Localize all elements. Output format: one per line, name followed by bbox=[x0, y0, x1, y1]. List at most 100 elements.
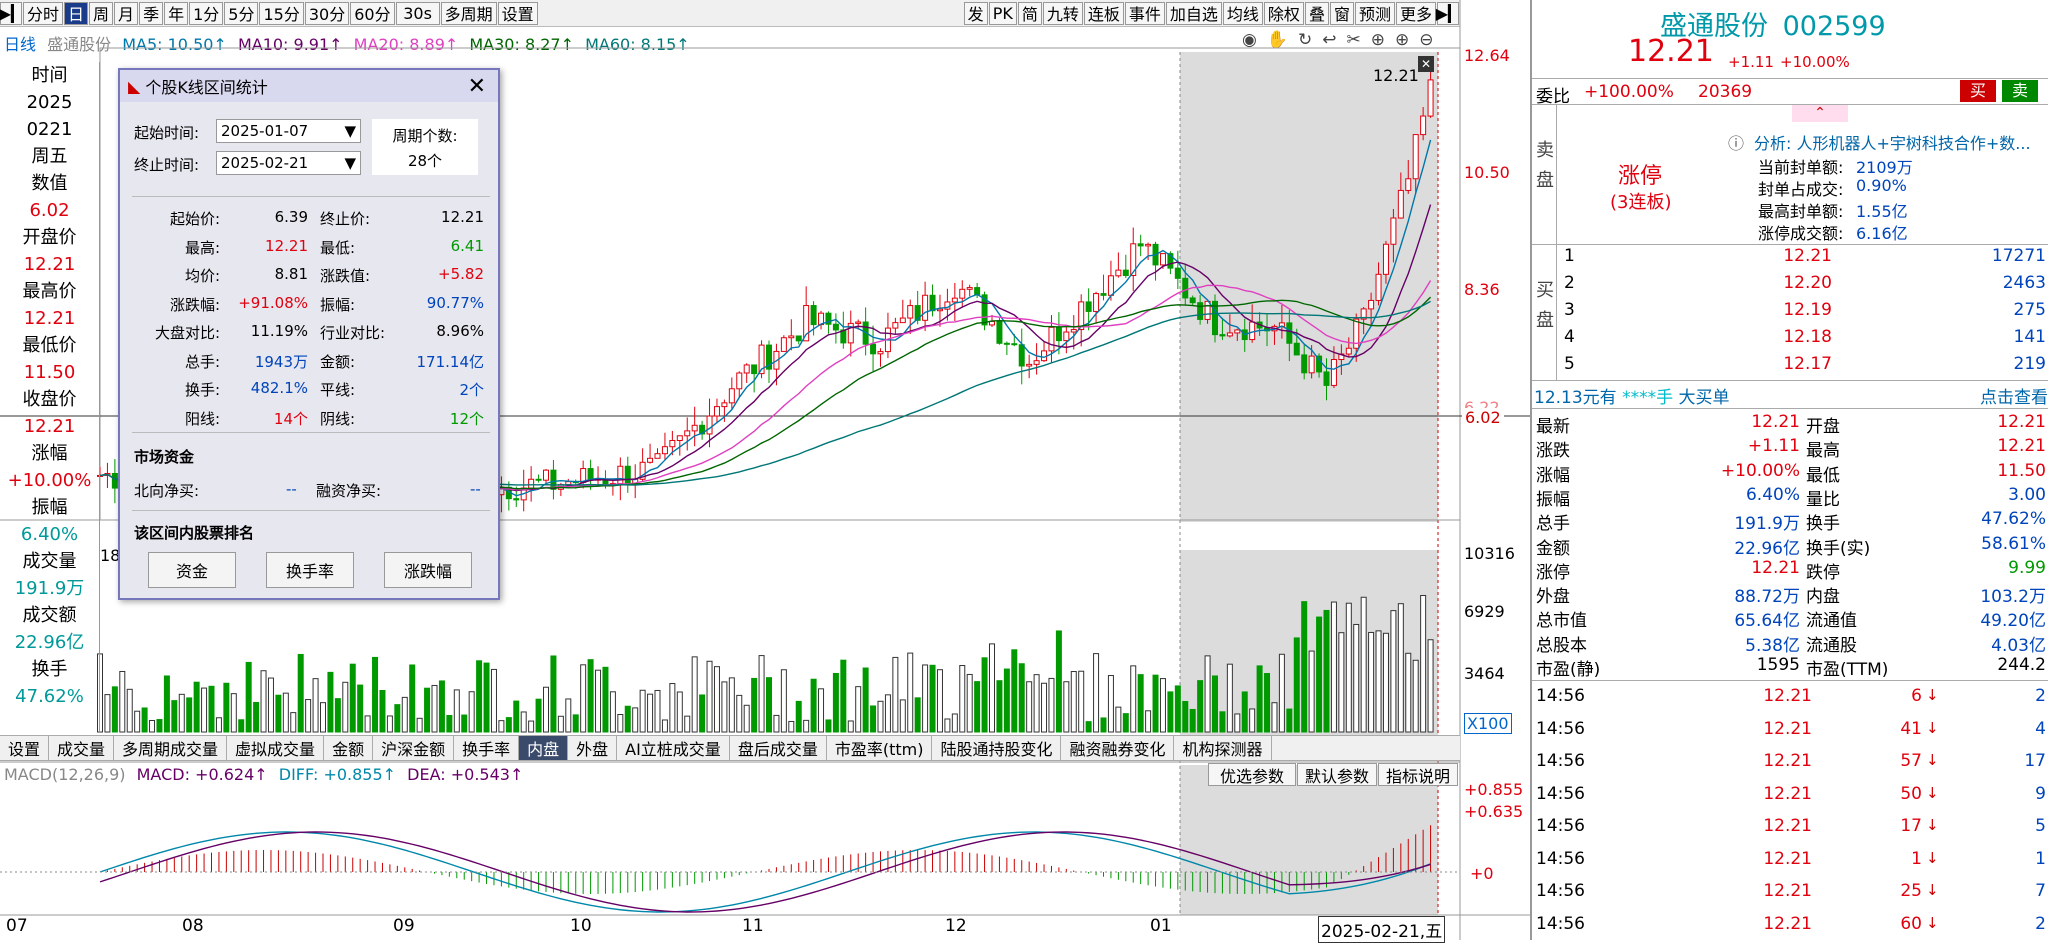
expand-icon[interactable]: ▶▎ bbox=[1435, 1, 1461, 25]
volume-bar bbox=[780, 669, 787, 733]
hand-icon[interactable]: ✋ bbox=[1266, 30, 1289, 50]
rank-turnover-button[interactable]: 换手率 bbox=[266, 552, 354, 588]
volume-bar bbox=[305, 699, 312, 733]
tool-button[interactable]: 发 bbox=[963, 1, 988, 25]
period-button[interactable]: 30s bbox=[395, 1, 440, 25]
volume-bar bbox=[1011, 649, 1018, 733]
indicator-tab[interactable]: 外盘 bbox=[568, 736, 618, 760]
volume-bar bbox=[1137, 674, 1144, 733]
bid-price[interactable]: 12.20 bbox=[1783, 273, 1832, 293]
indicator-help-button[interactable]: 指标说明 bbox=[1378, 763, 1458, 786]
volume-bar bbox=[1397, 603, 1404, 733]
undo-icon[interactable]: ↩ bbox=[1322, 30, 1337, 50]
indicator-tab[interactable]: 换手率 bbox=[454, 736, 520, 760]
sell-button[interactable]: 卖 bbox=[2002, 80, 2038, 102]
period-button[interactable]: 5分 bbox=[224, 1, 259, 25]
indicator-tab[interactable]: 市盈率(ttm) bbox=[827, 736, 933, 760]
period-button[interactable]: 15分 bbox=[259, 1, 304, 25]
buy-arrow-icon: ↓ bbox=[1926, 783, 1939, 802]
close-icon[interactable]: ✕ bbox=[467, 73, 486, 99]
volume-bar bbox=[1167, 691, 1174, 733]
eye-icon[interactable]: ◉ bbox=[1242, 30, 1257, 50]
scissors-icon[interactable]: ✂ bbox=[1346, 30, 1361, 50]
zoom-out-icon[interactable]: ⊖ bbox=[1419, 30, 1434, 50]
volume-bar bbox=[490, 668, 497, 733]
period-button[interactable]: 设置 bbox=[497, 1, 538, 25]
buy-button[interactable]: 买 bbox=[1960, 80, 1996, 102]
tool-button[interactable]: PK bbox=[988, 1, 1017, 25]
dialog-titlebar[interactable]: ◣ 个股K线区间统计 ✕ bbox=[120, 70, 498, 102]
analysis-text[interactable]: 分析: 人形机器人+宇树科技合作+数... bbox=[1754, 134, 2031, 153]
period-button[interactable]: 多周期 bbox=[440, 1, 497, 25]
ma-legend: 日线 盛通股份 MA5: 10.50↑ MA10: 9.91↑ MA20: 8.… bbox=[4, 31, 690, 55]
tool-button[interactable]: 事件 bbox=[1124, 1, 1165, 25]
period-button[interactable]: 30分 bbox=[304, 1, 350, 25]
collapse-icon[interactable]: ⌃ bbox=[1792, 104, 1848, 122]
period-button[interactable]: 季 bbox=[139, 1, 164, 25]
period-button[interactable]: 月 bbox=[114, 1, 139, 25]
tool-button[interactable]: 连板 bbox=[1083, 1, 1124, 25]
period-button[interactable]: 周 bbox=[89, 1, 114, 25]
rank-change-button[interactable]: 涨跌幅 bbox=[384, 552, 472, 588]
info-value: 191.9万 bbox=[14, 578, 85, 599]
indicator-tab[interactable]: 沪深金额 bbox=[373, 736, 455, 760]
quote-value: 244.2 bbox=[1997, 655, 2046, 675]
tool-button[interactable]: 更多 bbox=[1395, 1, 1436, 25]
start-date-select[interactable]: 2025-01-07 ▼ bbox=[216, 119, 361, 143]
info-icon[interactable]: ⓘ bbox=[1728, 134, 1745, 153]
indicator-tab[interactable]: 成交量 bbox=[49, 736, 115, 760]
info-label: 时间 bbox=[31, 65, 68, 86]
bid-price[interactable]: 12.19 bbox=[1783, 300, 1832, 320]
tick-volume: 50 bbox=[1900, 783, 1922, 804]
vol-axis-partial: 18 bbox=[100, 546, 121, 565]
indicator-tab[interactable]: 多周期成交量 bbox=[114, 736, 228, 760]
tool-button[interactable]: 预测 bbox=[1354, 1, 1395, 25]
crosshair-icon[interactable]: ⊕ bbox=[1370, 30, 1386, 50]
indicator-tab[interactable]: AI立桩成交量 bbox=[617, 736, 730, 760]
tool-button[interactable]: 简 bbox=[1017, 1, 1042, 25]
indicator-tab[interactable]: 陆股通持股变化 bbox=[932, 736, 1062, 760]
rank-fund-button[interactable]: 资金 bbox=[148, 552, 236, 588]
period-button[interactable]: 年 bbox=[164, 1, 189, 25]
info-value: 11.50 bbox=[23, 362, 76, 383]
indicator-tab[interactable]: 机构探测器 bbox=[1174, 736, 1272, 760]
optimal-params-button[interactable]: 优选参数 bbox=[1208, 763, 1296, 786]
tool-button[interactable]: 九转 bbox=[1042, 1, 1083, 25]
tool-button[interactable]: 窗 bbox=[1329, 1, 1354, 25]
period-button[interactable]: 60分 bbox=[350, 1, 395, 25]
volume-bar bbox=[788, 720, 795, 733]
seal-value: 1.55亿 bbox=[1856, 202, 1908, 221]
indicator-tab[interactable]: 融资融券变化 bbox=[1061, 736, 1175, 760]
indicator-tab[interactable]: 盘后成交量 bbox=[730, 736, 827, 760]
ma30-label: MA30: 8.27↑ bbox=[469, 35, 574, 54]
volume-bar bbox=[639, 689, 646, 733]
volume-bar bbox=[483, 662, 490, 733]
big-order-link[interactable]: 点击查看 bbox=[1980, 388, 2048, 408]
tool-button[interactable]: 叠 bbox=[1304, 1, 1329, 25]
refresh-icon[interactable]: ↻ bbox=[1298, 30, 1313, 50]
indicator-tab[interactable]: 金额 bbox=[324, 736, 374, 760]
macd-buttons: 优选参数 默认参数 指标说明 bbox=[1208, 763, 1459, 786]
zoom-in-icon[interactable]: ⊕ bbox=[1395, 30, 1410, 50]
seal-value: 6.16亿 bbox=[1856, 224, 1908, 243]
indicator-tab[interactable]: 虚拟成交量 bbox=[227, 736, 325, 760]
end-date-select[interactable]: 2025-02-21 ▼ bbox=[216, 151, 361, 175]
tool-button[interactable]: 除权 bbox=[1263, 1, 1304, 25]
default-params-button[interactable]: 默认参数 bbox=[1297, 763, 1377, 786]
indicator-tabbar: 设置 成交量 多周期成交量 虚拟成交量 金额 沪深金额 换手率 内盘 外盘 AI立桩成交量 盘后成交… bbox=[0, 735, 1460, 761]
indicator-tab[interactable]: 内盘 bbox=[519, 736, 569, 760]
volume-bar bbox=[1070, 671, 1077, 733]
tool-button[interactable]: 均线 bbox=[1222, 1, 1263, 25]
period-button[interactable]: 1分 bbox=[189, 1, 224, 25]
bid-price[interactable]: 12.18 bbox=[1783, 327, 1832, 347]
period-button[interactable]: 分时 bbox=[23, 1, 64, 25]
period-button[interactable]: 日 bbox=[64, 1, 89, 25]
volume-bar bbox=[297, 653, 304, 733]
close-marker-icon[interactable]: ✕ bbox=[1418, 56, 1434, 72]
tool-button[interactable]: 加自选 bbox=[1165, 1, 1222, 25]
menu-icon[interactable]: ▶▎ bbox=[0, 1, 24, 25]
bid-price[interactable]: 12.21 bbox=[1783, 246, 1832, 266]
bid-price[interactable]: 12.17 bbox=[1783, 354, 1832, 374]
volume-bar bbox=[163, 675, 170, 733]
indicator-tab[interactable]: 设置 bbox=[0, 736, 50, 760]
